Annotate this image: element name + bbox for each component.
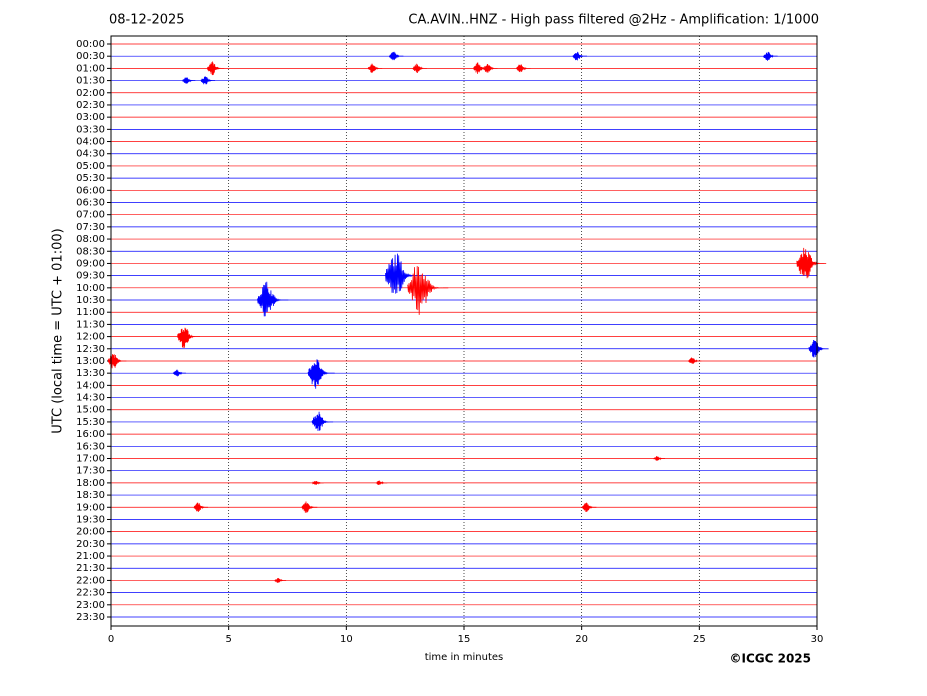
seismic-event bbox=[177, 327, 200, 348]
y-tick-label: 19:00 bbox=[76, 502, 105, 513]
y-tick-label: 13:30 bbox=[76, 368, 105, 379]
y-tick-label: 18:30 bbox=[76, 490, 105, 501]
y-tick-label: 16:30 bbox=[76, 441, 105, 452]
y-tick-label: 23:30 bbox=[76, 612, 105, 623]
seismic-event bbox=[375, 480, 388, 485]
y-tick-label: 20:00 bbox=[76, 527, 105, 538]
y-tick-label: 01:30 bbox=[76, 76, 105, 87]
y-tick-label: 01:00 bbox=[76, 63, 105, 74]
x-tick-label: 30 bbox=[811, 634, 824, 645]
y-tick-label: 08:30 bbox=[76, 246, 105, 257]
x-tick-label: 5 bbox=[225, 634, 231, 645]
seismic-event bbox=[200, 76, 216, 85]
y-tick-label: 17:00 bbox=[76, 454, 105, 465]
date-title: 08-12-2025 bbox=[109, 13, 185, 28]
seismic-event bbox=[582, 502, 597, 513]
y-tick-label: 02:30 bbox=[76, 100, 105, 111]
seismic-event bbox=[763, 51, 778, 61]
y-tick-label: 09:30 bbox=[76, 271, 105, 282]
y-tick-label: 13:00 bbox=[76, 356, 105, 367]
y-tick-label: 11:30 bbox=[76, 319, 105, 330]
y-tick-label: 22:30 bbox=[76, 588, 105, 599]
y-tick-label: 16:00 bbox=[76, 429, 105, 440]
seismic-event bbox=[301, 501, 318, 513]
seismic-event bbox=[688, 357, 702, 365]
y-tick-label: 00:00 bbox=[76, 39, 105, 50]
y-tick-label: 04:30 bbox=[76, 149, 105, 160]
seismic-event bbox=[207, 61, 225, 76]
y-tick-label: 06:00 bbox=[76, 185, 105, 196]
seismic-event bbox=[172, 369, 186, 377]
y-tick-label: 06:30 bbox=[76, 197, 105, 208]
y-tick-label: 22:00 bbox=[76, 575, 105, 586]
y-tick-label: 23:00 bbox=[76, 600, 105, 611]
seismic-event bbox=[385, 253, 422, 294]
credit: ©ICGC 2025 bbox=[729, 652, 811, 666]
chart-title: CA.AVIN..HNZ - High pass filtered @2Hz -… bbox=[408, 13, 819, 28]
seismic-event bbox=[182, 77, 196, 84]
y-tick-label: 11:00 bbox=[76, 307, 105, 318]
seismic-event bbox=[483, 63, 498, 73]
y-tick-label: 04:00 bbox=[76, 137, 105, 148]
y-tick-label: 03:00 bbox=[76, 112, 105, 123]
y-tick-label: 02:00 bbox=[76, 88, 105, 99]
seismic-event bbox=[274, 577, 287, 583]
y-tick-label: 17:30 bbox=[76, 466, 105, 477]
y-tick-label: 05:00 bbox=[76, 161, 105, 172]
y-axis-label: UTC (local time = UTC + 01:00) bbox=[51, 228, 66, 433]
y-tick-label: 14:00 bbox=[76, 380, 105, 391]
y-tick-label: 20:30 bbox=[76, 539, 105, 550]
seismic-event bbox=[796, 247, 827, 279]
seismic-event bbox=[516, 64, 531, 73]
y-tick-label: 12:00 bbox=[76, 332, 105, 343]
seismic-event bbox=[312, 480, 324, 485]
x-tick-label: 20 bbox=[575, 634, 588, 645]
x-tick-label: 0 bbox=[108, 634, 114, 645]
y-tick-label: 19:30 bbox=[76, 514, 105, 525]
y-tick-label: 07:00 bbox=[76, 210, 105, 221]
seismic-event bbox=[193, 502, 209, 512]
seismic-event bbox=[808, 339, 829, 358]
y-tick-label: 09:00 bbox=[76, 258, 105, 269]
y-tick-label: 15:30 bbox=[76, 417, 105, 428]
seismic-event bbox=[389, 51, 404, 61]
y-tick-label: 10:30 bbox=[76, 295, 105, 306]
seismic-event bbox=[407, 266, 449, 315]
plot-frame bbox=[110, 35, 818, 627]
y-tick-label: 10:00 bbox=[76, 283, 105, 294]
seismic-event bbox=[307, 359, 335, 389]
x-tick-label: 15 bbox=[458, 634, 471, 645]
seismic-event bbox=[572, 51, 587, 61]
x-axis-label: time in minutes bbox=[425, 652, 504, 663]
seismic-event bbox=[412, 63, 427, 74]
y-tick-label: 08:00 bbox=[76, 234, 105, 245]
x-tick-label: 10 bbox=[340, 634, 353, 645]
y-tick-label: 07:30 bbox=[76, 222, 105, 233]
seismic-event bbox=[367, 63, 383, 73]
y-tick-label: 21:30 bbox=[76, 563, 105, 574]
seismic-event bbox=[311, 411, 334, 432]
y-tick-label: 18:00 bbox=[76, 478, 105, 489]
y-tick-label: 21:00 bbox=[76, 551, 105, 562]
y-tick-label: 05:30 bbox=[76, 173, 105, 184]
seismic-event bbox=[257, 281, 289, 317]
y-tick-label: 14:30 bbox=[76, 393, 105, 404]
y-tick-label: 03:30 bbox=[76, 124, 105, 135]
seismic-event bbox=[653, 456, 665, 461]
y-tick-label: 00:30 bbox=[76, 51, 105, 62]
y-tick-label: 12:30 bbox=[76, 344, 105, 355]
x-tick-label: 25 bbox=[693, 634, 706, 645]
y-tick-label: 15:00 bbox=[76, 405, 105, 416]
